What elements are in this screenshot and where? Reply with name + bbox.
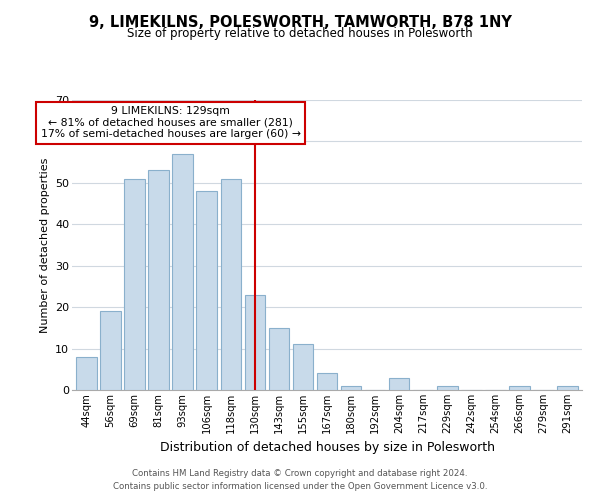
Bar <box>124 178 145 390</box>
Bar <box>76 357 97 390</box>
Text: 9, LIMEKILNS, POLESWORTH, TAMWORTH, B78 1NY: 9, LIMEKILNS, POLESWORTH, TAMWORTH, B78 … <box>89 15 511 30</box>
Bar <box>196 191 217 390</box>
Bar <box>341 386 361 390</box>
Bar <box>148 170 169 390</box>
Bar <box>557 386 578 390</box>
X-axis label: Distribution of detached houses by size in Polesworth: Distribution of detached houses by size … <box>160 442 494 454</box>
Bar <box>221 178 241 390</box>
Bar <box>389 378 409 390</box>
Bar <box>245 294 265 390</box>
Text: Size of property relative to detached houses in Polesworth: Size of property relative to detached ho… <box>127 28 473 40</box>
Bar <box>317 374 337 390</box>
Bar <box>172 154 193 390</box>
Text: Contains public sector information licensed under the Open Government Licence v3: Contains public sector information licen… <box>113 482 487 491</box>
Bar <box>437 386 458 390</box>
Bar <box>100 312 121 390</box>
Text: Contains HM Land Registry data © Crown copyright and database right 2024.: Contains HM Land Registry data © Crown c… <box>132 468 468 477</box>
Bar <box>293 344 313 390</box>
Text: 9 LIMEKILNS: 129sqm
← 81% of detached houses are smaller (281)
17% of semi-detac: 9 LIMEKILNS: 129sqm ← 81% of detached ho… <box>41 106 301 140</box>
Y-axis label: Number of detached properties: Number of detached properties <box>40 158 50 332</box>
Bar <box>269 328 289 390</box>
Bar <box>509 386 530 390</box>
